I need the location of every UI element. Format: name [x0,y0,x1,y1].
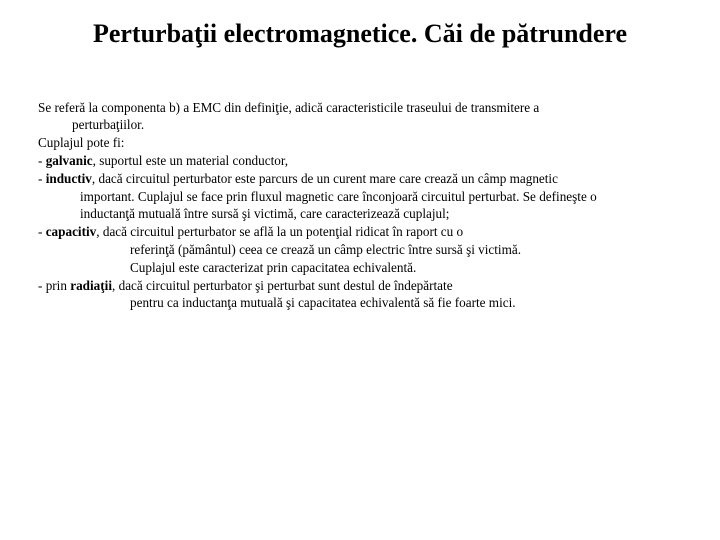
capacitiv-rest-a: , dacă circuitul perturbator se află la … [96,224,463,239]
dash: - [38,171,46,186]
paragraph-cuplaj: Cuplajul pote fi: [38,134,682,152]
dash: - prin [38,278,70,293]
item-capacitiv: - capacitiv, dacă circuitul perturbator … [38,223,682,241]
radiatii-cont-1: pentru ca inductanţa mutuală şi capacita… [38,294,682,312]
inductiv-rest-a: , dacă circuitul perturbator este parcur… [92,171,558,186]
term-radiatii: radiaţii [70,278,112,293]
body-text: Se referă la componenta b) a EMC din def… [38,99,682,313]
term-inductiv: inductiv [46,171,92,186]
inductiv-cont-2: inductanţă mutuală între sursă şi victim… [38,205,682,223]
paragraph-intro: Se referă la componenta b) a EMC din def… [38,99,682,117]
intro-line-2: perturbaţiilor. [72,117,144,132]
item-radiatii: - prin radiaţii, dacă circuitul perturba… [38,277,682,295]
dash: - [38,153,46,168]
inductiv-cont-1: important. Cuplajul se face prin fluxul … [38,188,682,206]
item-galvanic: - galvanic, suportul este un material co… [38,152,682,170]
term-galvanic: galvanic [46,153,93,168]
radiatii-rest-a: , dacă circuitul perturbator şi perturba… [112,278,453,293]
document-page: Perturbaţii electromagnetice. Căi de păt… [0,0,720,540]
item-inductiv: - inductiv, dacă circuitul perturbator e… [38,170,682,188]
intro-line-1: Se referă la componenta b) a EMC din def… [38,100,539,115]
capacitiv-cont-2: Cuplajul este caracterizat prin capacita… [38,259,682,277]
term-capacitiv: capacitiv [46,224,97,239]
galvanic-rest: , suportul este un material conductor, [93,153,288,168]
intro-line-2-wrap: perturbaţiilor. [38,116,682,134]
dash: - [38,224,46,239]
page-title: Perturbaţii electromagnetice. Căi de păt… [38,18,682,51]
capacitiv-cont-1: referinţă (pământul) ceea ce crează un c… [38,241,682,259]
